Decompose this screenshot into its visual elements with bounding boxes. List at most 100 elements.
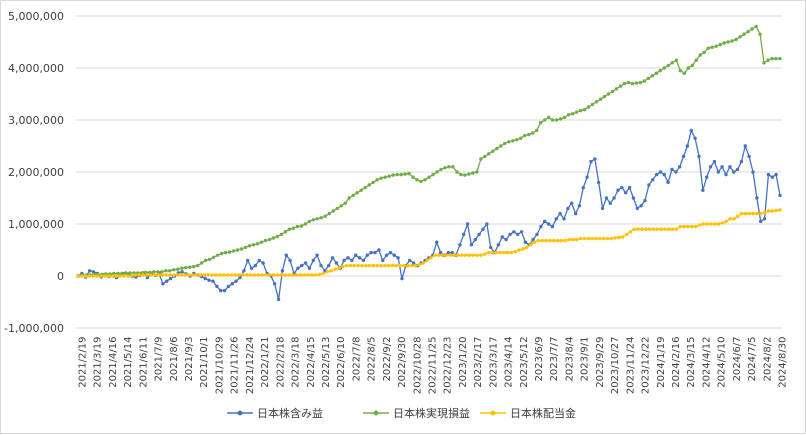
data-point bbox=[407, 171, 411, 176]
data-point bbox=[544, 238, 548, 243]
data-point bbox=[211, 279, 215, 283]
data-point bbox=[630, 81, 635, 86]
data-point bbox=[605, 236, 610, 241]
data-point bbox=[716, 222, 721, 226]
data-point bbox=[319, 263, 323, 268]
data-point bbox=[574, 110, 579, 114]
data-point bbox=[395, 172, 399, 177]
data-point bbox=[582, 107, 587, 112]
data-point bbox=[654, 71, 659, 75]
data-point bbox=[609, 236, 613, 241]
data-point bbox=[291, 273, 295, 277]
data-point bbox=[519, 230, 524, 234]
data-point bbox=[513, 249, 517, 254]
data-point bbox=[447, 165, 451, 169]
data-point bbox=[234, 279, 238, 283]
x-tick-label: 2021/8/6 bbox=[169, 337, 180, 382]
data-point bbox=[575, 237, 579, 242]
data-point bbox=[697, 154, 701, 159]
data-point bbox=[352, 263, 356, 268]
data-point bbox=[364, 263, 368, 268]
data-point bbox=[450, 250, 454, 255]
data-point bbox=[754, 24, 758, 29]
data-point bbox=[590, 102, 595, 107]
data-point bbox=[110, 274, 115, 278]
data-point bbox=[438, 250, 443, 255]
data-point bbox=[273, 282, 277, 286]
x-tick-label: 2021/11/26 bbox=[230, 337, 241, 395]
data-point bbox=[160, 270, 164, 274]
data-point bbox=[495, 146, 499, 151]
data-point bbox=[176, 273, 180, 277]
data-point bbox=[552, 238, 556, 243]
data-point bbox=[255, 242, 260, 246]
x-tick-label: 2023/12/22 bbox=[641, 337, 652, 395]
data-point bbox=[610, 89, 615, 94]
data-point bbox=[543, 118, 547, 122]
data-point bbox=[682, 71, 686, 75]
data-point bbox=[750, 27, 754, 31]
data-point bbox=[678, 165, 682, 169]
data-point bbox=[686, 224, 690, 229]
data-point bbox=[398, 263, 402, 268]
data-point bbox=[666, 180, 670, 185]
x-tick-label: 2022/10/28 bbox=[412, 337, 423, 395]
data-point bbox=[331, 209, 335, 213]
legend-marker bbox=[373, 410, 379, 416]
data-point bbox=[80, 274, 84, 278]
data-point bbox=[172, 273, 176, 277]
data-point bbox=[133, 273, 138, 277]
data-point bbox=[295, 273, 299, 277]
data-point bbox=[91, 274, 96, 278]
data-point bbox=[774, 208, 778, 213]
data-point bbox=[722, 41, 726, 45]
data-point bbox=[343, 201, 347, 205]
data-point bbox=[284, 253, 288, 257]
data-point bbox=[124, 271, 128, 275]
data-point bbox=[508, 232, 512, 237]
data-point bbox=[594, 100, 599, 104]
data-point bbox=[498, 250, 502, 255]
data-point bbox=[225, 273, 230, 277]
data-point bbox=[531, 237, 535, 242]
data-point bbox=[759, 211, 763, 216]
data-point bbox=[742, 32, 746, 36]
data-point bbox=[84, 274, 88, 278]
data-point bbox=[402, 263, 406, 268]
data-point bbox=[303, 261, 308, 265]
data-point bbox=[295, 224, 300, 229]
data-point bbox=[758, 32, 762, 36]
data-point bbox=[311, 218, 315, 222]
data-point bbox=[363, 185, 367, 190]
data-point bbox=[337, 266, 341, 270]
data-point bbox=[329, 269, 333, 273]
x-tick-label: 2022/3/18 bbox=[291, 337, 302, 388]
data-point bbox=[778, 193, 782, 198]
data-point bbox=[698, 53, 702, 57]
data-point bbox=[519, 136, 523, 140]
data-point bbox=[585, 175, 589, 179]
data-point bbox=[479, 253, 483, 257]
data-point bbox=[238, 275, 242, 280]
data-point bbox=[187, 273, 191, 277]
series-3 bbox=[76, 208, 782, 278]
x-tick-label: 2023/10/27 bbox=[610, 337, 621, 395]
data-point bbox=[247, 244, 252, 248]
data-point bbox=[425, 258, 429, 263]
data-point bbox=[570, 112, 575, 116]
data-point bbox=[355, 191, 359, 195]
data-point bbox=[647, 183, 651, 187]
data-point bbox=[403, 172, 407, 176]
data-point bbox=[375, 178, 379, 182]
data-point bbox=[296, 266, 300, 270]
data-point bbox=[383, 175, 387, 179]
data-point bbox=[697, 223, 702, 227]
data-point bbox=[702, 50, 706, 55]
data-point bbox=[710, 45, 714, 49]
data-point bbox=[558, 211, 562, 216]
x-tick-label: 2021/12/24 bbox=[245, 337, 256, 395]
data-point bbox=[411, 175, 415, 179]
data-point bbox=[667, 227, 671, 231]
data-point bbox=[516, 232, 520, 237]
data-point bbox=[215, 284, 219, 289]
